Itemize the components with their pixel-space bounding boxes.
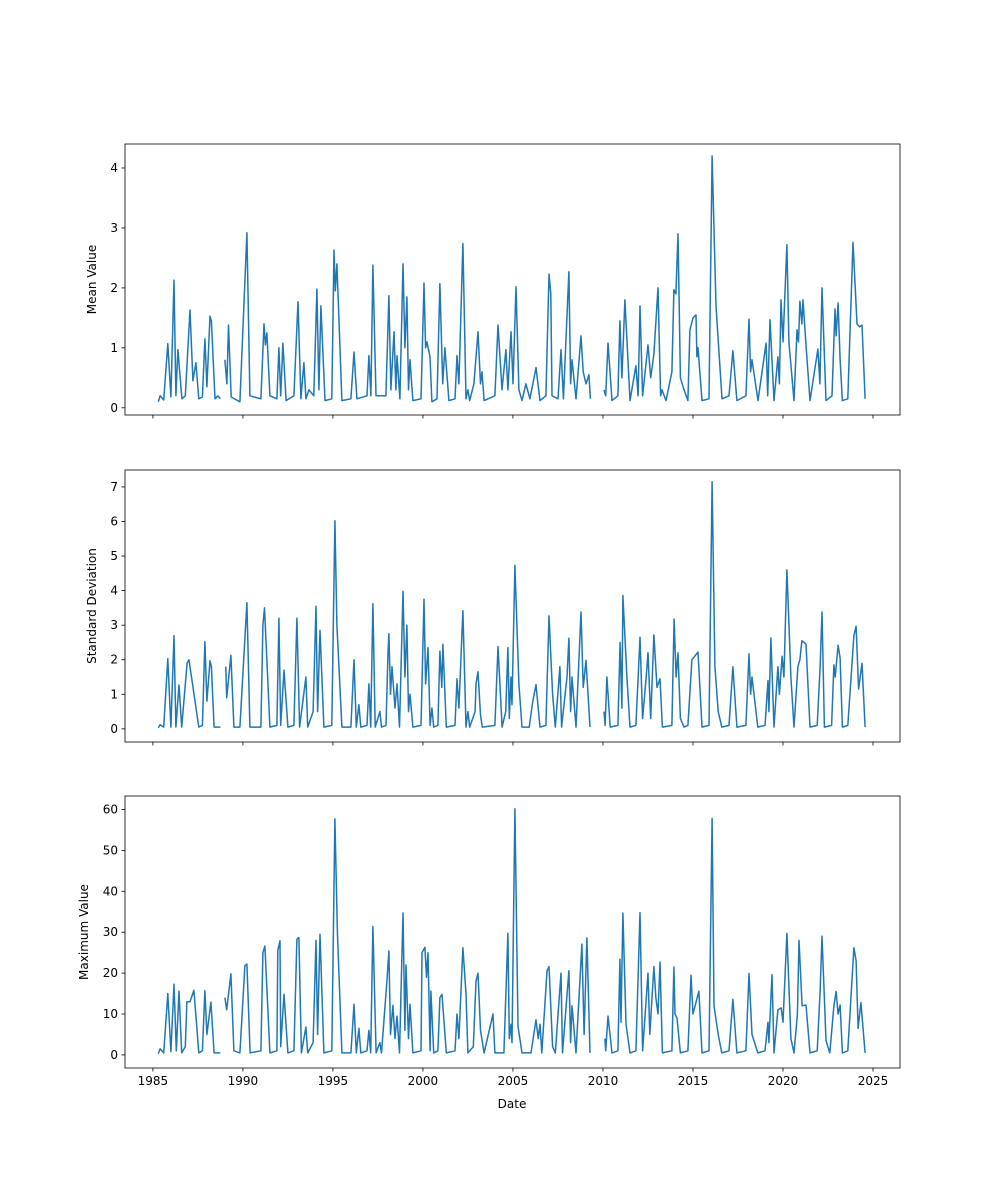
axes-frame-1 [124,469,901,743]
x-tick-label: 2025 [858,1074,889,1088]
y-tick-label: 3 [110,221,118,235]
series-line-0 [157,155,866,403]
y-axis-label: Mean Value [85,245,99,314]
x-tick-label: 2020 [768,1074,799,1088]
y-tick-label: 2 [110,653,118,667]
y-tick-label: 20 [103,966,118,980]
series-line-1 [157,481,866,729]
y-axis-label: Maximum Value [77,884,91,980]
y-tick-label: 6 [110,514,118,528]
y-axis-label: Standard Deviation [85,548,99,664]
y-tick-label: 3 [110,618,118,632]
x-axis-label: Date [498,1097,527,1111]
x-tick-label: 2005 [498,1074,529,1088]
y-tick-label: 30 [103,925,118,939]
y-tick-label: 0 [110,1048,118,1062]
y-tick-label: 7 [110,480,118,494]
y-tick-label: 0 [110,401,118,415]
y-tick-label: 50 [103,843,118,857]
y-tick-label: 4 [110,161,118,175]
y-tick-label: 40 [103,884,118,898]
y-tick-label: 60 [103,802,118,816]
y-tick-label: 0 [110,722,118,736]
x-tick-label: 1995 [318,1074,349,1088]
x-tick-label: 1990 [228,1074,259,1088]
y-tick-label: 5 [110,549,118,563]
y-tick-label: 1 [110,687,118,701]
y-tick-label: 1 [110,341,118,355]
x-tick-label: 2015 [678,1074,709,1088]
y-tick-label: 10 [103,1007,118,1021]
y-tick-label: 4 [110,584,118,598]
series-line-2 [157,807,866,1054]
axes-frame-0 [124,143,901,416]
x-tick-label: 2000 [408,1074,439,1088]
x-tick-label: 2010 [588,1074,619,1088]
x-tick-label: 1985 [138,1074,169,1088]
y-tick-label: 2 [110,281,118,295]
